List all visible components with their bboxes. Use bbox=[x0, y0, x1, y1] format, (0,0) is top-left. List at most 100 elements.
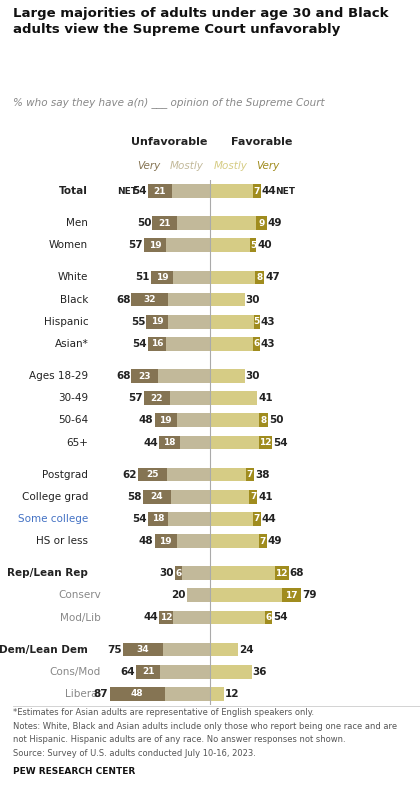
Text: 44: 44 bbox=[143, 437, 158, 447]
Text: 50-64: 50-64 bbox=[58, 416, 88, 425]
Text: 23: 23 bbox=[139, 372, 151, 381]
Text: Cons/Mod: Cons/Mod bbox=[50, 667, 101, 677]
Bar bbox=[210, 238, 250, 252]
Text: 6: 6 bbox=[253, 339, 259, 348]
Text: 48: 48 bbox=[131, 689, 144, 698]
Text: 54: 54 bbox=[273, 612, 288, 623]
Bar bbox=[176, 216, 210, 230]
Text: 25: 25 bbox=[147, 470, 159, 480]
Text: 9: 9 bbox=[258, 219, 265, 228]
Text: 55: 55 bbox=[131, 317, 145, 326]
Text: 30-49: 30-49 bbox=[58, 393, 88, 403]
Bar bbox=[210, 271, 255, 284]
Text: 57: 57 bbox=[129, 241, 143, 250]
Text: 8: 8 bbox=[257, 273, 263, 282]
Text: Ages 18-29: Ages 18-29 bbox=[29, 371, 88, 381]
Bar bbox=[148, 337, 166, 351]
Text: 34: 34 bbox=[136, 645, 150, 654]
Text: 22: 22 bbox=[151, 394, 163, 403]
Bar bbox=[168, 292, 210, 306]
Text: 43: 43 bbox=[261, 339, 276, 349]
Text: 7: 7 bbox=[260, 536, 266, 546]
Text: 21: 21 bbox=[158, 219, 171, 228]
Bar bbox=[255, 271, 264, 284]
Text: Men: Men bbox=[66, 218, 88, 228]
Text: Very: Very bbox=[256, 161, 279, 171]
Text: Mostly: Mostly bbox=[214, 161, 248, 171]
Text: 57: 57 bbox=[129, 393, 143, 403]
Bar bbox=[210, 436, 259, 450]
Text: 5: 5 bbox=[254, 318, 260, 326]
Text: Liberal: Liberal bbox=[65, 689, 101, 699]
Text: Black: Black bbox=[60, 295, 88, 305]
Text: 54: 54 bbox=[132, 514, 147, 524]
Bar bbox=[166, 238, 210, 252]
Text: Notes: White, Black and Asian adults include only those who report being one rac: Notes: White, Black and Asian adults inc… bbox=[13, 722, 397, 731]
Bar bbox=[210, 490, 249, 504]
Bar bbox=[259, 413, 268, 427]
Bar bbox=[182, 566, 210, 580]
Text: 54: 54 bbox=[273, 437, 288, 447]
Text: 87: 87 bbox=[94, 689, 108, 699]
Bar bbox=[131, 292, 168, 306]
Text: College grad: College grad bbox=[22, 492, 88, 501]
Bar bbox=[151, 271, 173, 284]
Text: 7: 7 bbox=[254, 186, 260, 195]
Bar bbox=[265, 611, 273, 625]
Bar bbox=[147, 315, 168, 329]
Bar bbox=[155, 535, 176, 548]
Text: 43: 43 bbox=[261, 317, 276, 326]
Bar bbox=[180, 436, 210, 450]
Bar bbox=[210, 467, 246, 481]
Text: 18: 18 bbox=[163, 438, 176, 447]
Bar bbox=[176, 535, 210, 548]
Text: 30: 30 bbox=[160, 568, 174, 578]
Bar bbox=[131, 369, 158, 383]
Text: 16: 16 bbox=[151, 339, 163, 348]
Text: Source: Survey of U.S. adults conducted July 10-16, 2023.: Source: Survey of U.S. adults conducted … bbox=[13, 749, 255, 758]
Bar bbox=[158, 369, 210, 383]
Bar bbox=[152, 216, 176, 230]
Bar bbox=[253, 512, 261, 526]
Bar bbox=[172, 184, 210, 198]
Text: Dem/Lean Dem: Dem/Lean Dem bbox=[0, 645, 88, 654]
Bar bbox=[210, 184, 253, 198]
Bar bbox=[210, 391, 257, 405]
Bar bbox=[176, 566, 182, 580]
Bar bbox=[165, 687, 210, 701]
Text: Some college: Some college bbox=[18, 514, 88, 524]
Text: 30: 30 bbox=[246, 295, 260, 305]
Bar bbox=[250, 238, 256, 252]
Text: 51: 51 bbox=[136, 272, 150, 283]
Text: 8: 8 bbox=[260, 416, 266, 425]
Text: 7: 7 bbox=[250, 492, 257, 501]
Bar bbox=[256, 216, 267, 230]
Text: 40: 40 bbox=[257, 241, 272, 250]
Bar bbox=[259, 535, 267, 548]
Bar bbox=[148, 184, 172, 198]
Bar bbox=[148, 512, 168, 526]
Bar bbox=[210, 665, 252, 679]
Text: 48: 48 bbox=[139, 416, 154, 425]
Bar bbox=[210, 512, 253, 526]
Text: 19: 19 bbox=[159, 416, 172, 425]
Text: 32: 32 bbox=[144, 295, 156, 304]
Bar bbox=[171, 490, 210, 504]
Text: 18: 18 bbox=[152, 514, 164, 523]
Text: 68: 68 bbox=[116, 371, 130, 381]
Text: 54: 54 bbox=[132, 186, 147, 196]
Text: 64: 64 bbox=[121, 667, 135, 677]
Text: 54: 54 bbox=[132, 339, 147, 349]
Text: HS or less: HS or less bbox=[36, 536, 88, 546]
Bar bbox=[168, 512, 210, 526]
Text: 50: 50 bbox=[136, 218, 151, 228]
Bar bbox=[210, 535, 259, 548]
Bar bbox=[254, 315, 260, 329]
Text: 7: 7 bbox=[254, 514, 260, 523]
Text: Total: Total bbox=[59, 186, 88, 196]
Bar bbox=[210, 315, 254, 329]
Text: 24: 24 bbox=[150, 492, 163, 501]
Text: 12: 12 bbox=[276, 569, 288, 578]
Text: Women: Women bbox=[49, 241, 88, 250]
Text: 47: 47 bbox=[265, 272, 280, 283]
